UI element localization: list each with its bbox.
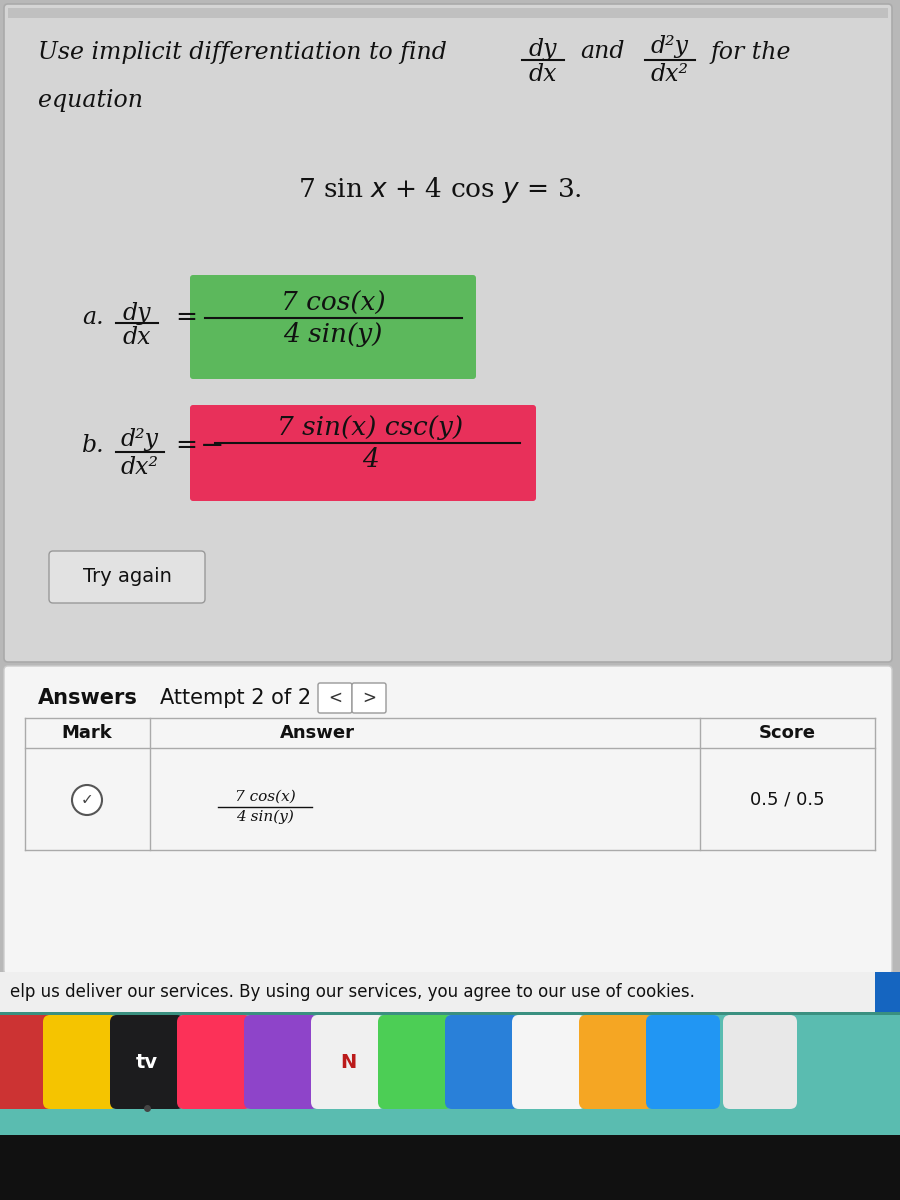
Text: Answer: Answer — [280, 724, 355, 742]
Text: 0.5 / 0.5: 0.5 / 0.5 — [750, 791, 824, 809]
Bar — [0, 1012, 900, 1015]
Text: Attempt 2 of 2: Attempt 2 of 2 — [160, 688, 311, 708]
Text: 7 sin(x) csc(y): 7 sin(x) csc(y) — [277, 415, 464, 440]
Text: Use implicit differentiation to find: Use implicit differentiation to find — [38, 41, 447, 64]
Text: >: > — [362, 689, 376, 707]
FancyBboxPatch shape — [190, 275, 476, 379]
FancyBboxPatch shape — [177, 1015, 251, 1109]
Text: 7 cos(x): 7 cos(x) — [281, 290, 385, 316]
Text: <: < — [328, 689, 342, 707]
FancyBboxPatch shape — [723, 1015, 797, 1109]
Text: b.: b. — [82, 433, 104, 456]
Text: dx²: dx² — [121, 456, 159, 479]
FancyBboxPatch shape — [378, 1015, 452, 1109]
FancyBboxPatch shape — [646, 1015, 720, 1109]
Bar — [0, 1015, 900, 1135]
FancyBboxPatch shape — [579, 1015, 653, 1109]
FancyBboxPatch shape — [352, 683, 386, 713]
FancyBboxPatch shape — [43, 1015, 117, 1109]
Bar — [0, 1135, 900, 1200]
Bar — [875, 972, 900, 1012]
Text: equation: equation — [38, 89, 143, 112]
Text: dx: dx — [122, 326, 151, 349]
FancyBboxPatch shape — [4, 666, 892, 974]
FancyBboxPatch shape — [318, 683, 352, 713]
Text: Try again: Try again — [83, 568, 171, 587]
Text: =: = — [175, 432, 197, 457]
FancyBboxPatch shape — [0, 1015, 55, 1109]
Text: ✓: ✓ — [81, 792, 94, 808]
Text: 7 cos(x): 7 cos(x) — [235, 790, 295, 804]
Text: dy: dy — [529, 38, 557, 61]
Text: 4 sin(y): 4 sin(y) — [236, 810, 294, 824]
FancyBboxPatch shape — [4, 4, 892, 662]
Text: −: − — [200, 432, 224, 460]
Text: 7 sin $\mathit{x}$ + 4 cos $\mathit{y}$ = 3.: 7 sin $\mathit{x}$ + 4 cos $\mathit{y}$ … — [298, 175, 582, 205]
FancyBboxPatch shape — [244, 1015, 318, 1109]
Text: dy: dy — [122, 302, 151, 325]
Text: Answers: Answers — [38, 688, 138, 708]
Text: Score: Score — [759, 724, 815, 742]
FancyBboxPatch shape — [49, 551, 205, 602]
Text: 4 sin(y): 4 sin(y) — [284, 322, 382, 347]
Text: N: N — [340, 1052, 356, 1072]
Text: Mark: Mark — [61, 724, 112, 742]
FancyBboxPatch shape — [445, 1015, 519, 1109]
Text: a.: a. — [82, 306, 104, 330]
FancyBboxPatch shape — [190, 404, 536, 502]
Text: dx²: dx² — [651, 62, 689, 86]
Text: =: = — [175, 306, 197, 330]
Circle shape — [72, 785, 102, 815]
Text: and: and — [580, 41, 625, 64]
Bar — [0, 972, 900, 1012]
Text: elp us deliver our services. By using our services, you agree to our use of cook: elp us deliver our services. By using ou… — [10, 983, 695, 1001]
Text: dx: dx — [529, 62, 557, 86]
Text: 4: 4 — [362, 446, 378, 472]
Text: tv: tv — [136, 1052, 158, 1072]
Text: for the: for the — [710, 41, 790, 64]
FancyBboxPatch shape — [512, 1015, 586, 1109]
FancyBboxPatch shape — [110, 1015, 184, 1109]
Text: d²y: d²y — [121, 428, 159, 451]
FancyBboxPatch shape — [311, 1015, 385, 1109]
Bar — [8, 8, 888, 18]
Text: d²y: d²y — [651, 35, 689, 58]
